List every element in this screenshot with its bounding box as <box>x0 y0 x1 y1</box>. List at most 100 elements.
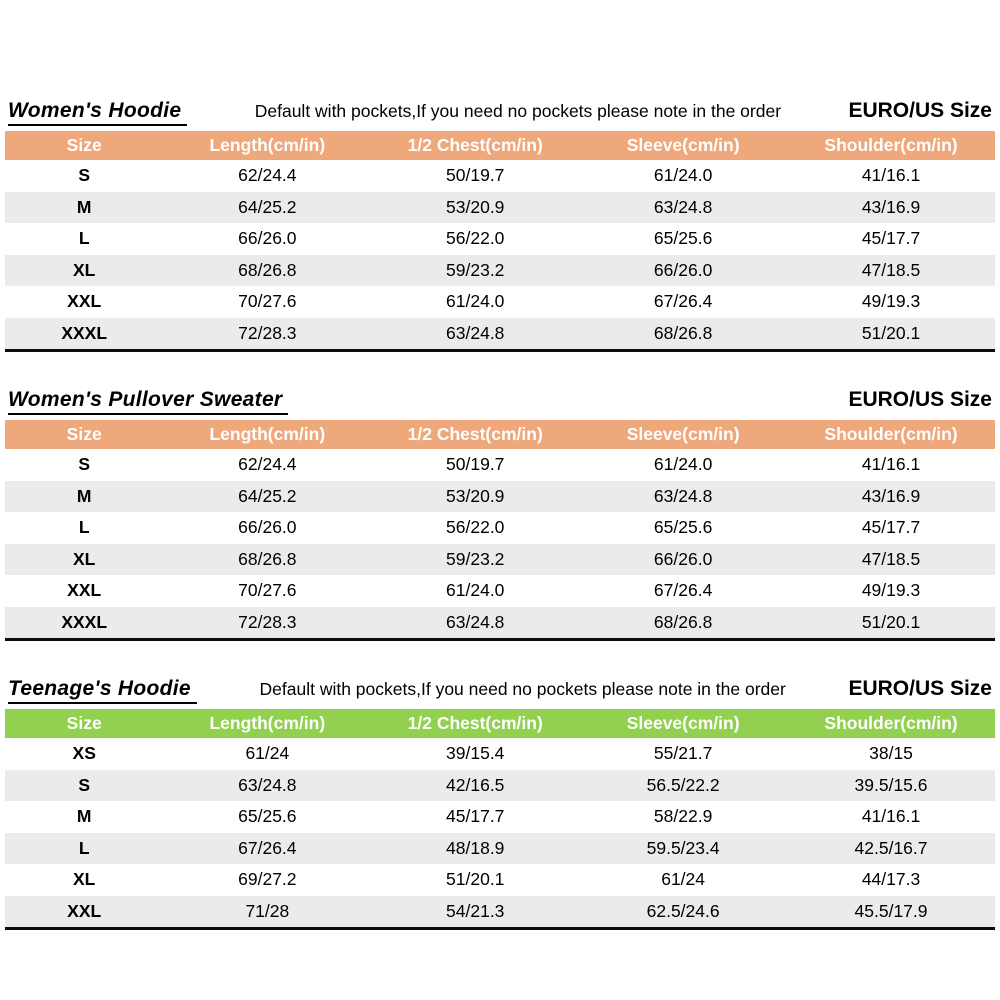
measurement-cell: 65/25.6 <box>653 517 713 538</box>
measurement-cell: 38/15 <box>869 743 913 764</box>
measurement-cell: 51/20.1 <box>787 317 995 351</box>
table-row: XXXL 72/28.3 63/24.8 68/26.8 51/20.1 <box>5 606 995 640</box>
measurement-cell: 55/21.7 <box>653 743 713 764</box>
table-title-row: Teenage's Hoodie Default with pockets,If… <box>8 677 992 706</box>
measurement-cell: 45/17.7 <box>446 806 505 827</box>
measurement-cell: 63/24.8 <box>163 769 372 801</box>
measurement-cell: 65/25.6 <box>653 228 713 249</box>
size-cell: M <box>76 806 92 827</box>
measurement-cell: 71/28 <box>163 895 372 929</box>
measurement-cell: 72/28.3 <box>163 606 372 640</box>
measurement-cell: 67/26.4 <box>653 580 713 601</box>
column-header: Sleeve(cm/in) <box>579 709 788 738</box>
column-header: Size <box>5 131 164 160</box>
table-title-row: Women's Hoodie Default with pockets,If y… <box>8 99 992 128</box>
table-header-row: Size Length(cm/in) 1/2 Chest(cm/in) Sleeve(… <box>5 131 995 160</box>
table-row: S 62/24.4 50/19.7 61/24.0 41/16.1 <box>5 160 995 192</box>
measurement-cell: 56/22.0 <box>446 228 505 249</box>
size-cell: XL <box>5 543 164 575</box>
measurement-cell: 39.5/15.6 <box>787 769 995 801</box>
measurement-cell: 45/17.7 <box>861 517 921 538</box>
measurement-cell: 47/18.5 <box>787 543 995 575</box>
size-table-section: Teenage's Hoodie Default with pockets,If… <box>0 677 1000 930</box>
measurement-cell: 59.5/23.4 <box>579 832 788 864</box>
measurement-cell: 43/16.9 <box>787 191 995 223</box>
size-table-section: Women's Pullover Sweater EURO/US Size Si… <box>0 388 1000 641</box>
measurement-cell: 58/22.9 <box>653 806 713 827</box>
table-row: M 64/25.2 53/20.9 63/24.8 43/16.9 <box>5 480 995 512</box>
table-row: XL 68/26.8 59/23.2 66/26.0 47/18.5 <box>5 543 995 575</box>
size-cell: XXXL <box>5 317 164 351</box>
measurement-cell: 56.5/22.2 <box>579 769 788 801</box>
size-cell: M <box>5 480 164 512</box>
table-row: M 65/25.6 45/17.7 58/22.9 41/16.1 <box>5 801 995 833</box>
size-cell: XXL <box>67 291 102 312</box>
table-row: XXL 71/28 54/21.3 62.5/24.6 45.5/17.9 <box>5 895 995 929</box>
measurement-cell: 68/26.8 <box>579 317 788 351</box>
measurement-cell: 53/20.9 <box>371 480 580 512</box>
measurement-cell: 41/16.1 <box>861 165 921 186</box>
table-row: L 66/26.0 56/22.0 65/25.6 45/17.7 <box>5 223 995 255</box>
size-cell: XXL <box>5 895 164 929</box>
measurement-cell: 70/27.6 <box>238 580 297 601</box>
size-cell: S <box>5 769 164 801</box>
measurement-cell: 64/25.2 <box>163 480 372 512</box>
measurement-cell: 61/24.0 <box>446 291 505 312</box>
measurement-cell: 63/24.8 <box>371 317 580 351</box>
table-title-row: Women's Pullover Sweater EURO/US Size <box>8 388 992 417</box>
table-row: XL 69/27.2 51/20.1 61/24 44/17.3 <box>5 864 995 896</box>
measurement-cell: 66/26.0 <box>238 517 297 538</box>
size-standard-label: EURO/US Size <box>848 677 992 700</box>
measurement-cell: 66/26.0 <box>579 543 788 575</box>
table-row: XXXL 72/28.3 63/24.8 68/26.8 51/20.1 <box>5 317 995 351</box>
table-note: Default with pockets,If you need no pock… <box>259 679 786 699</box>
measurement-cell: 68/26.8 <box>579 606 788 640</box>
measurement-cell: 48/18.9 <box>371 832 580 864</box>
measurement-cell: 49/19.3 <box>861 580 921 601</box>
column-header: Size <box>5 709 164 738</box>
measurement-cell: 62/24.4 <box>238 165 297 186</box>
size-cell: L <box>78 228 90 249</box>
measurement-cell: 65/25.6 <box>238 806 297 827</box>
column-header: Shoulder(cm/in) <box>787 709 995 738</box>
table-row: L 67/26.4 48/18.9 59.5/23.4 42.5/16.7 <box>5 832 995 864</box>
measurement-cell: 66/26.0 <box>579 254 788 286</box>
measurement-cell: 62.5/24.6 <box>579 895 788 929</box>
measurement-cell: 41/16.1 <box>861 454 921 475</box>
size-cell: L <box>5 832 164 864</box>
column-header: 1/2 Chest(cm/in) <box>371 709 580 738</box>
column-header: 1/2 Chest(cm/in) <box>371 131 580 160</box>
measurement-cell: 64/25.2 <box>163 191 372 223</box>
measurement-cell: 50/19.7 <box>446 165 505 186</box>
measurement-cell: 69/27.2 <box>238 869 297 890</box>
column-header: Size <box>5 420 164 449</box>
measurement-cell: 61/24.0 <box>653 454 713 475</box>
measurement-cell: 56/22.0 <box>446 517 505 538</box>
column-header: Shoulder(cm/in) <box>787 420 995 449</box>
measurement-cell: 63/24.8 <box>579 191 788 223</box>
table-row: S 63/24.8 42/16.5 56.5/22.2 39.5/15.6 <box>5 769 995 801</box>
measurement-cell: 63/24.8 <box>371 606 580 640</box>
measurement-cell: 41/16.1 <box>861 806 921 827</box>
measurement-cell: 54/21.3 <box>371 895 580 929</box>
size-table-section: Women's Hoodie Default with pockets,If y… <box>0 99 1000 352</box>
measurement-cell: 44/17.3 <box>861 869 921 890</box>
measurement-cell: 61/24.0 <box>446 580 505 601</box>
column-header: Length(cm/in) <box>163 131 372 160</box>
measurement-cell: 67/26.4 <box>163 832 372 864</box>
size-table: Size Length(cm/in) 1/2 Chest(cm/in) Sleeve(… <box>5 420 995 641</box>
size-cell: XXXL <box>5 606 164 640</box>
size-standard-label: EURO/US Size <box>848 99 992 122</box>
measurement-cell: 67/26.4 <box>653 291 713 312</box>
table-row: M 64/25.2 53/20.9 63/24.8 43/16.9 <box>5 191 995 223</box>
measurement-cell: 39/15.4 <box>446 743 505 764</box>
size-table: Size Length(cm/in) 1/2 Chest(cm/in) Sleeve(… <box>5 131 995 352</box>
size-cell: S <box>78 165 91 186</box>
size-cell: XXL <box>67 580 102 601</box>
measurement-cell: 62/24.4 <box>238 454 297 475</box>
measurement-cell: 49/19.3 <box>861 291 921 312</box>
column-header: Length(cm/in) <box>163 709 372 738</box>
measurement-cell: 45.5/17.9 <box>787 895 995 929</box>
size-chart-sections: Women's Hoodie Default with pockets,If y… <box>0 99 1000 930</box>
measurement-cell: 63/24.8 <box>579 480 788 512</box>
